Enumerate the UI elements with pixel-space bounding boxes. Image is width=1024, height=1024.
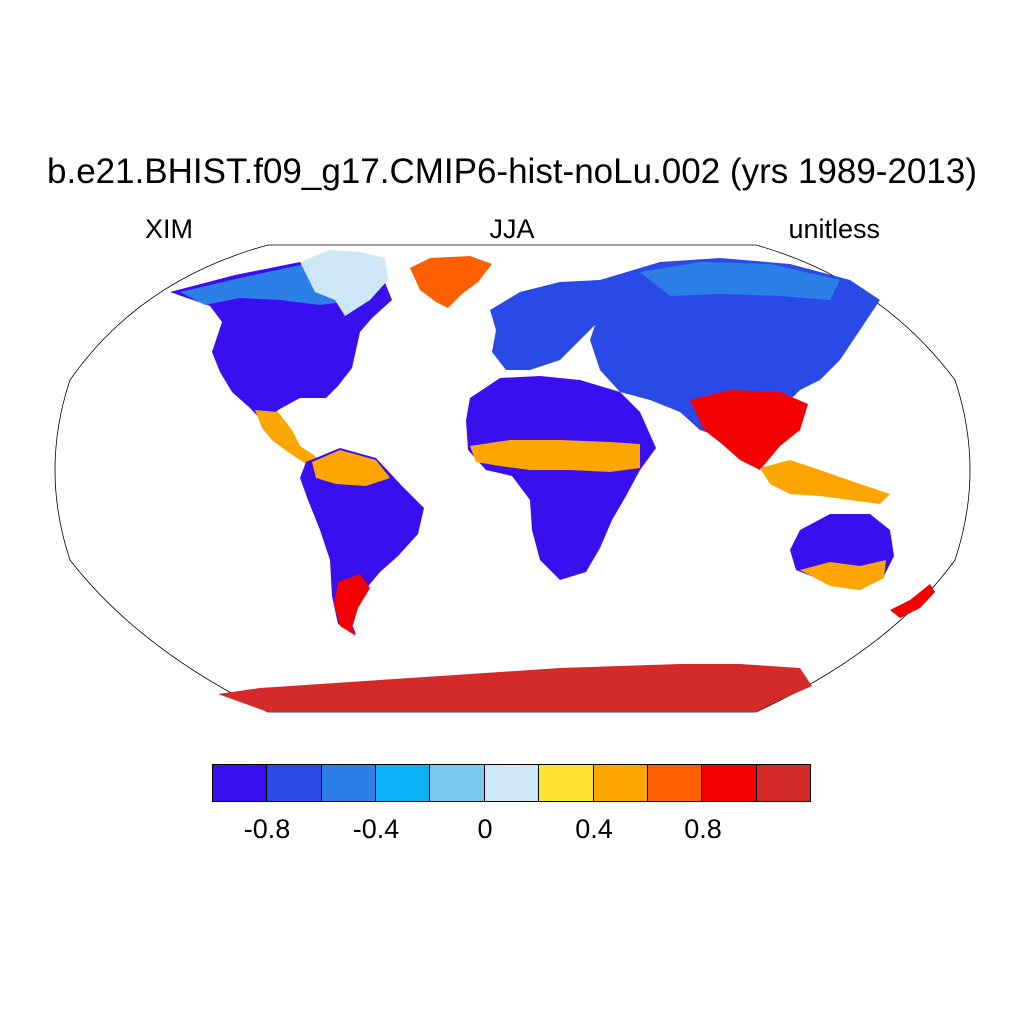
colorbar-box — [647, 765, 703, 801]
landmass-amazon-north — [312, 450, 390, 486]
landmass-siberia — [640, 262, 840, 300]
colorbar-box — [484, 765, 540, 801]
landmass-asia — [590, 258, 880, 440]
colorbar-box — [267, 765, 322, 801]
colorbar-tick-label: 0.4 — [575, 814, 613, 844]
landmass-central-america — [255, 410, 318, 464]
subtitle-season: JJA — [489, 214, 535, 244]
colorbar-box — [213, 765, 268, 801]
colorbar-box — [376, 765, 431, 801]
colorbar-box — [321, 765, 377, 801]
colorbar-box — [539, 765, 594, 801]
landmass-europe — [490, 280, 612, 370]
subtitle-units: unitless — [788, 214, 880, 244]
colorbar-box — [430, 765, 485, 801]
landmass-patagonia — [334, 574, 370, 636]
landmass-antarctica — [218, 664, 812, 712]
colorbar-box — [702, 765, 757, 801]
colorbar-tick-label: 0.8 — [684, 814, 722, 844]
colorbar-tick-label: 0 — [477, 814, 493, 844]
colorbar — [212, 764, 811, 802]
landmass-south-america — [300, 448, 424, 634]
colorbar-box — [593, 765, 648, 801]
landmass-arctic-islands — [300, 250, 388, 316]
landmass-africa — [466, 376, 656, 580]
colorbar-box — [756, 765, 810, 801]
landmass-sahel — [470, 440, 640, 472]
landmass-australia-south — [800, 560, 886, 590]
landmass-greenland — [410, 256, 492, 308]
subtitle-variable: XIM — [145, 214, 194, 244]
landmass-new-zealand — [890, 584, 935, 618]
colorbar-tick-label: -0.8 — [243, 814, 291, 844]
colorbar-tick-label: -0.4 — [352, 814, 400, 844]
landmass-south-asia — [690, 390, 808, 470]
landmass-southeast-asia — [760, 460, 890, 504]
plot-title: b.e21.BHIST.f09_g17.CMIP6-hist-noLu.002 … — [47, 152, 977, 191]
